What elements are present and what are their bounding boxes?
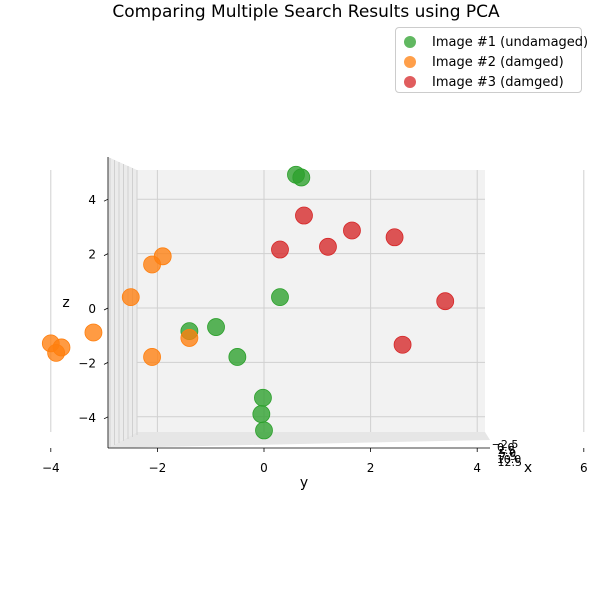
legend-item-series-3: Image #3 (damged) — [404, 72, 564, 92]
series-2-point — [180, 329, 199, 347]
legend-marker-orange — [404, 56, 416, 68]
z-tick-label: 0 — [88, 302, 96, 316]
series-2-point — [47, 343, 66, 362]
series-3-point — [295, 206, 313, 225]
series-1-point — [207, 318, 225, 336]
legend-item-series-2: Image #2 (damged) — [404, 52, 564, 72]
y-tick-label: −4 — [42, 461, 60, 475]
x-tick-label: 2.5 — [498, 444, 516, 457]
series-1-point — [254, 388, 272, 407]
legend-label-series-1: Image #1 (undamaged) — [432, 34, 589, 50]
series-1-point — [228, 348, 247, 366]
z-tick-mark — [103, 307, 109, 311]
series-3-point — [436, 292, 455, 311]
legend-label-series-2: Image #2 (damged) — [432, 54, 564, 70]
x-tick-label: 0.0 — [497, 441, 515, 454]
series-1-point — [292, 168, 311, 187]
z-tick-mark — [103, 416, 109, 420]
side-pane — [108, 157, 137, 448]
x-tick-label: −2.5 — [492, 438, 519, 451]
series-1-point — [255, 421, 273, 440]
x-tick-label: 7.5 — [499, 450, 517, 463]
series-1-point — [252, 405, 271, 423]
legend-marker-red — [404, 76, 416, 88]
series-3-point — [385, 228, 404, 247]
y-tick-label: 0 — [260, 461, 268, 475]
x-tick-label: 12.5 — [498, 456, 523, 469]
x-tick-label: 10.0 — [497, 453, 522, 466]
series-3-point — [393, 335, 412, 354]
z-tick-label: −2 — [78, 356, 96, 370]
data-points — [41, 165, 455, 440]
chart-title: Comparing Multiple Search Results using … — [112, 2, 500, 22]
series-3-point — [271, 240, 289, 259]
z-tick-mark — [103, 362, 109, 365]
y-tick-label: 4 — [473, 461, 481, 475]
series-3-point — [343, 221, 361, 240]
z-tick-label: 2 — [88, 248, 96, 262]
legend: Image #1 (undamaged) Image #2 (damged) I… — [395, 27, 588, 93]
series-2-point — [143, 348, 161, 366]
y-tick-label: −2 — [149, 461, 167, 475]
series-1-point — [271, 288, 289, 307]
z-tick-label: 4 — [88, 193, 96, 207]
y-axis-label: y — [300, 475, 308, 491]
z-axis-label: z — [62, 295, 69, 311]
floor-pane — [108, 432, 490, 448]
x-axis-label: x — [524, 460, 532, 476]
series-2-point — [84, 323, 103, 342]
x-tick-label: 5.0 — [499, 447, 517, 460]
grid-lines — [50, 158, 585, 447]
legend-label-series-3: Image #3 (damged) — [432, 74, 564, 90]
z-tick-mark — [103, 253, 109, 256]
z-tick-label: −4 — [78, 411, 96, 425]
z-tick-mark — [103, 198, 109, 202]
series-3-point — [319, 237, 337, 256]
y-tick-label: 6 — [580, 461, 588, 475]
series-2-point — [121, 288, 140, 307]
legend-item-series-1: Image #1 (undamaged) — [404, 32, 588, 52]
axis-panes — [107, 157, 490, 449]
back-pane — [137, 170, 485, 432]
series-2-point — [143, 255, 161, 274]
legend-marker-green — [404, 36, 416, 48]
y-tick-label: 2 — [367, 461, 375, 475]
